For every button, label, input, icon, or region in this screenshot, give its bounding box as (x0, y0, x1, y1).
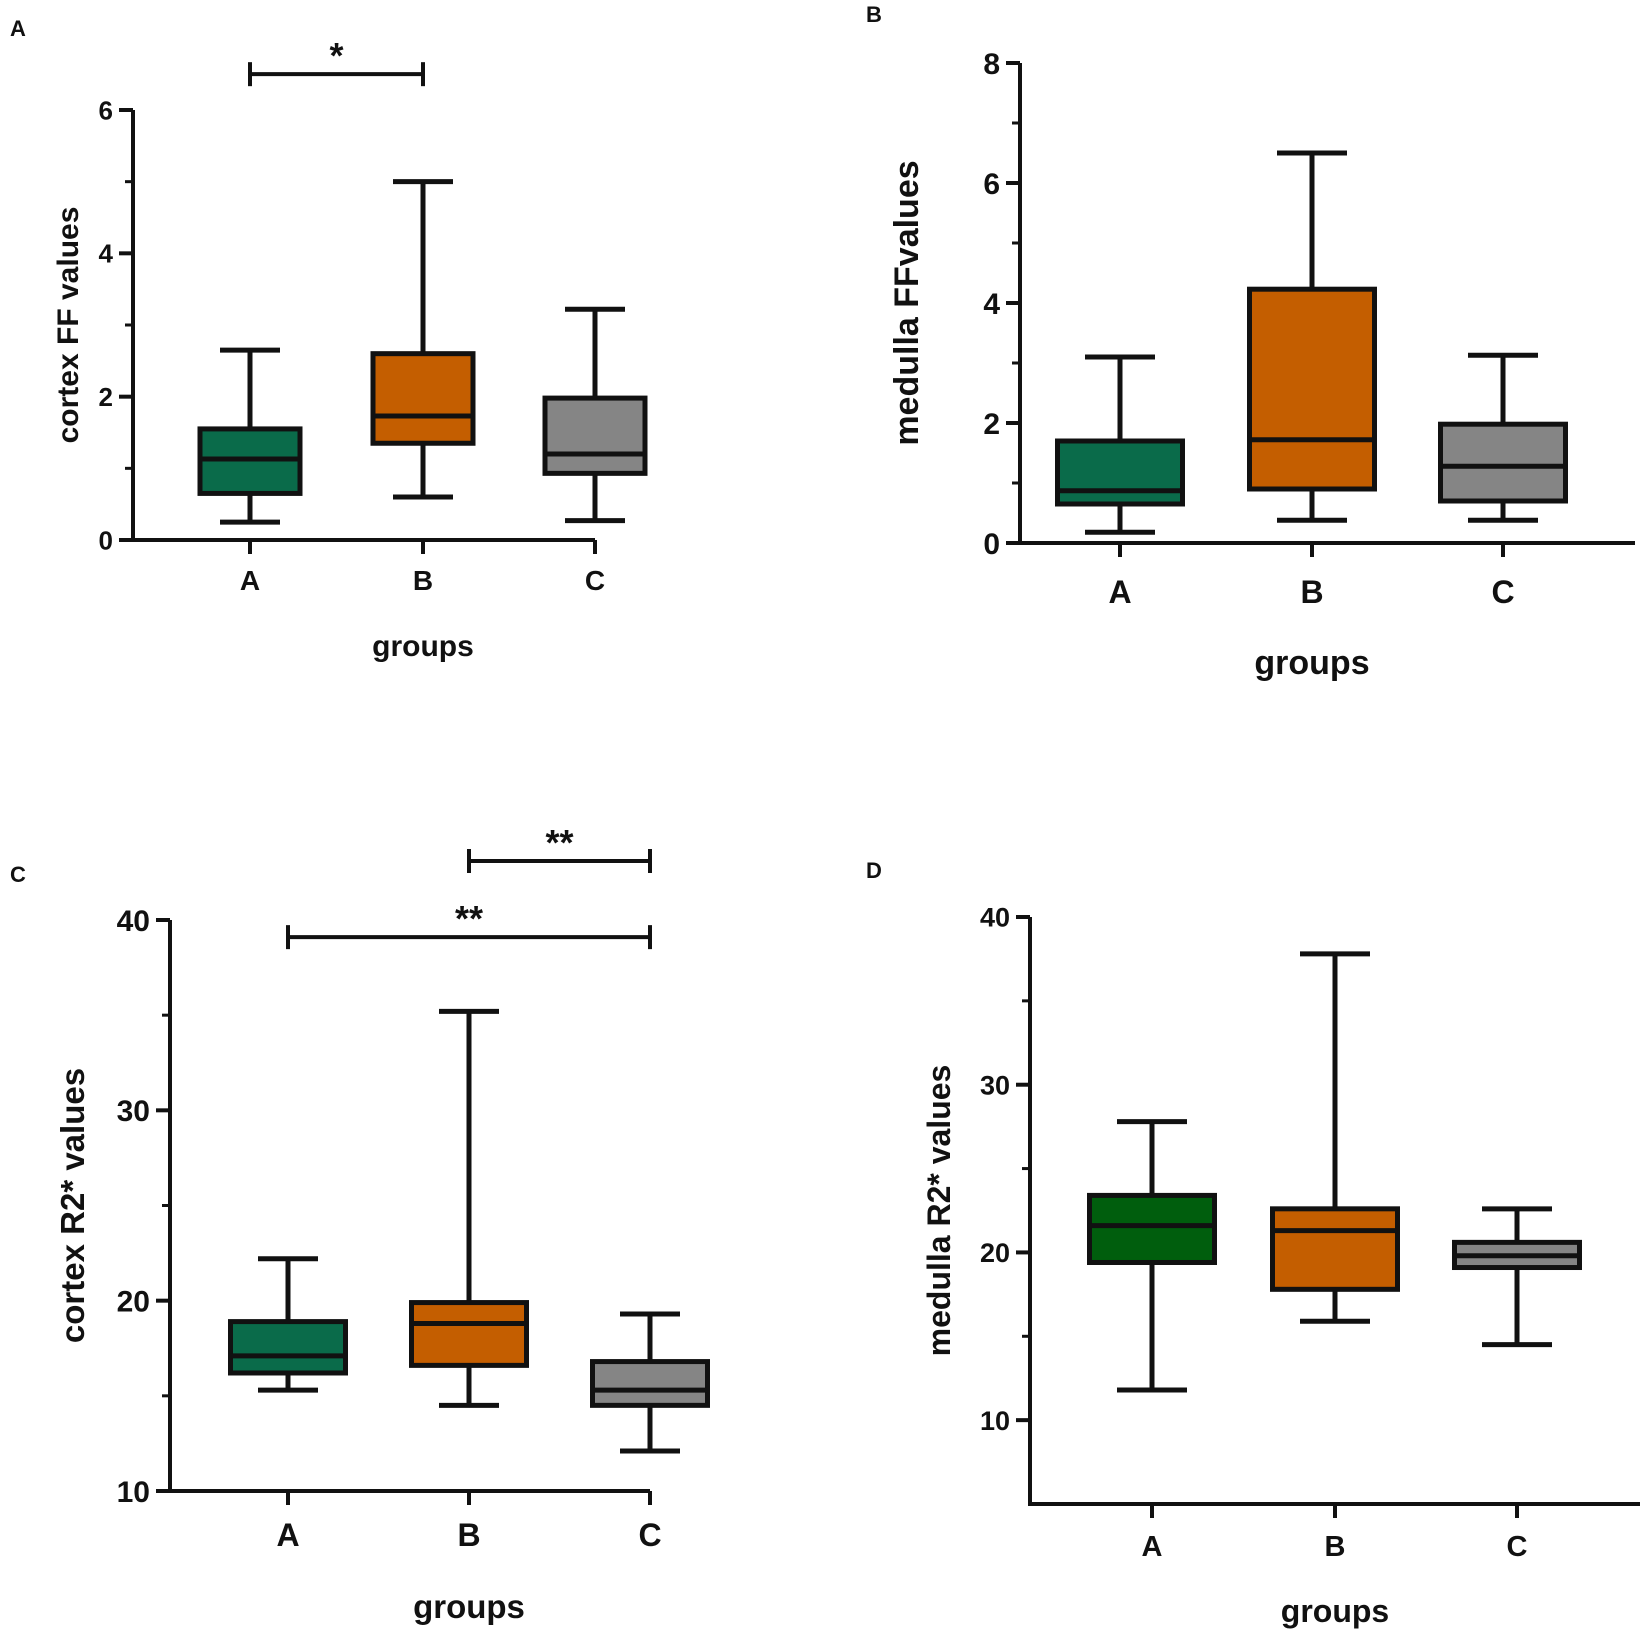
x-tick-label: C (585, 565, 605, 596)
x-tick-label: A (276, 1517, 299, 1553)
x-axis-title: groups (372, 630, 474, 663)
x-tick-label: B (457, 1517, 480, 1553)
panel-letter: B (866, 2, 882, 27)
x-tick-label: C (1507, 1531, 1528, 1563)
x-tick-label: A (1142, 1531, 1163, 1563)
box-plot-a (1087, 1119, 1217, 1393)
y-tick-label: 0 (983, 528, 1000, 561)
x-tick-label: A (240, 565, 260, 596)
panel-letter: A (10, 16, 26, 41)
y-tick-label: 30 (117, 1095, 150, 1128)
x-tick-label: B (413, 565, 433, 596)
box-iqr (1247, 286, 1377, 492)
y-tick-label: 40 (980, 903, 1010, 933)
y-tick-label: 6 (99, 95, 113, 125)
y-tick-label: 2 (99, 382, 113, 412)
panel-letter: D (866, 858, 882, 883)
box-iqr (1270, 1206, 1400, 1292)
significance-bracket: * (248, 35, 425, 87)
y-axis-title: medulla R2* values (921, 1065, 957, 1357)
box-iqr (409, 1300, 529, 1368)
box-plot-b (1247, 150, 1377, 523)
x-tick-label: B (1300, 574, 1323, 610)
panel-letter: C (10, 862, 26, 887)
y-tick-label: 4 (983, 288, 1000, 321)
significance-bracket: ** (286, 898, 652, 950)
box-plot-c (542, 306, 648, 524)
y-tick-label: 2 (983, 408, 1000, 441)
box-plot-b (370, 179, 476, 500)
box-iqr (542, 395, 648, 476)
box-plot-a (228, 1256, 348, 1393)
y-tick-label: 10 (980, 1406, 1010, 1436)
y-tick-label: 40 (117, 905, 150, 938)
y-tick-label: 20 (980, 1238, 1010, 1268)
significance-label: ** (545, 822, 573, 863)
box-plot-a (197, 347, 303, 525)
box-iqr (1438, 421, 1568, 504)
x-tick-label: B (1325, 1531, 1346, 1563)
y-tick-label: 20 (117, 1285, 150, 1318)
box-iqr (590, 1359, 710, 1408)
significance-label: * (329, 35, 343, 76)
y-tick-label: 8 (983, 48, 1000, 81)
x-axis-title: groups (1281, 1593, 1389, 1629)
box-plot-c (1452, 1206, 1582, 1348)
box-plot-b (409, 1008, 529, 1408)
box-iqr (1087, 1192, 1217, 1265)
x-axis-title: groups (1254, 644, 1369, 682)
box-plot-c (590, 1311, 710, 1454)
box-plot-a (1055, 354, 1185, 535)
x-tick-label: A (1108, 574, 1131, 610)
x-tick-label: C (1491, 574, 1514, 610)
x-tick-label: C (638, 1517, 661, 1553)
box-plot-b (1270, 951, 1400, 1324)
y-tick-label: 4 (99, 239, 114, 269)
y-tick-label: 6 (983, 168, 1000, 201)
box-iqr (370, 351, 476, 446)
significance-label: ** (455, 898, 483, 939)
box-iqr (228, 1319, 348, 1376)
significance-bracket: ** (467, 822, 652, 873)
y-axis-title: cortex FF values (52, 207, 85, 444)
y-tick-label: 30 (980, 1070, 1010, 1100)
box-iqr (1055, 438, 1185, 507)
y-tick-label: 0 (99, 525, 113, 555)
x-axis-title: groups (413, 1588, 525, 1625)
box-plot-c (1438, 352, 1568, 523)
y-axis-title: cortex R2* values (54, 1068, 91, 1343)
y-axis-title: medulla FFvalues (888, 160, 926, 445)
y-tick-label: 10 (117, 1476, 150, 1509)
